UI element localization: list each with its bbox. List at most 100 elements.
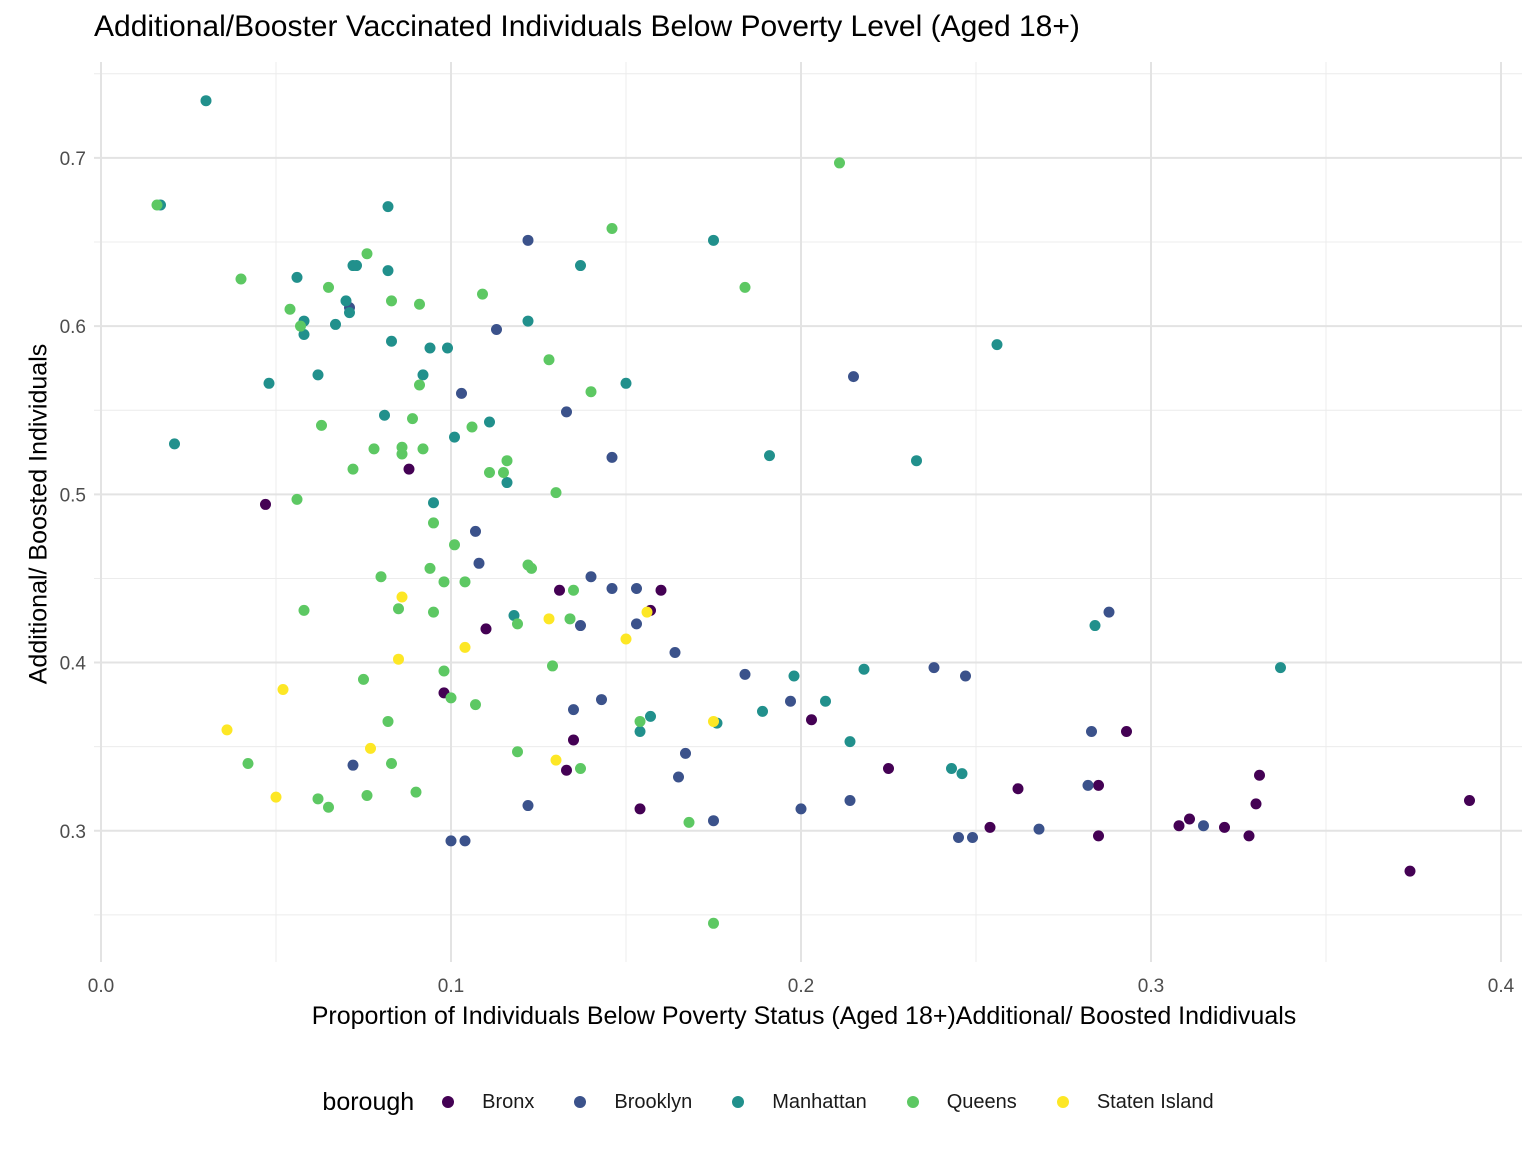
point-manhattan: [820, 695, 831, 707]
point-manhattan: [442, 342, 453, 354]
point-staten-island: [641, 606, 653, 618]
y-axis-label: Additional/ Boosted Individuals: [24, 343, 53, 685]
point-queens: [708, 917, 719, 929]
point-bronx: [1093, 779, 1104, 791]
point-manhattan: [575, 260, 586, 272]
point-bronx: [655, 584, 667, 596]
point-bronx: [1254, 769, 1265, 781]
grid-minor: [94, 62, 1522, 962]
point-manhattan: [263, 377, 275, 389]
point-queens: [501, 455, 513, 467]
point-queens: [498, 466, 509, 478]
point-bronx: [1121, 726, 1132, 738]
grid-major: [94, 62, 1522, 962]
point-manhattan: [844, 736, 856, 748]
point-manhattan: [501, 477, 513, 489]
point-queens: [368, 443, 380, 455]
data-points: [151, 95, 1475, 929]
y-tick-label: 0.5: [60, 485, 86, 506]
point-brooklyn: [470, 525, 481, 537]
point-queens: [414, 379, 425, 391]
legend-item-staten-island: Staten Island: [1056, 1091, 1214, 1114]
legend-label-brooklyn: Brooklyn: [614, 1090, 693, 1113]
point-queens: [550, 487, 562, 499]
point-brooklyn: [673, 771, 684, 783]
point-queens: [291, 493, 303, 505]
point-bronx: [634, 803, 646, 815]
point-staten-island: [543, 613, 555, 625]
point-manhattan: [634, 726, 646, 738]
point-manhattan: [484, 416, 495, 428]
point-staten-island: [393, 653, 404, 665]
point-bronx: [403, 463, 415, 475]
point-queens: [438, 576, 450, 588]
point-manhattan: [620, 377, 632, 389]
legend-swatch-manhattan: [732, 1096, 745, 1108]
point-staten-island: [708, 715, 719, 727]
y-tick-label: 0.4: [60, 654, 87, 675]
point-brooklyn: [445, 835, 457, 847]
point-manhattan: [417, 369, 429, 381]
legend-title: borough: [322, 1087, 415, 1116]
point-staten-island: [270, 791, 282, 803]
point-brooklyn: [708, 815, 719, 827]
point-manhattan: [424, 342, 436, 354]
point-manhattan: [312, 369, 324, 381]
point-bronx: [1219, 821, 1230, 833]
x-axis-label: Proportion of Individuals Below Poverty …: [311, 1002, 1297, 1030]
x-tick-label: 0.2: [788, 976, 814, 997]
point-bronx: [1404, 865, 1416, 877]
point-brooklyn: [680, 747, 691, 759]
point-queens: [361, 789, 373, 801]
point-manhattan: [200, 95, 212, 107]
point-staten-island: [221, 724, 233, 736]
legend-label-bronx: Bronx: [482, 1090, 535, 1113]
point-brooklyn: [596, 694, 607, 706]
y-tick-label: 0.3: [60, 822, 86, 843]
point-brooklyn: [795, 803, 807, 815]
point-brooklyn: [785, 695, 796, 707]
point-manhattan: [428, 497, 439, 509]
y-tick-label: 0.6: [60, 317, 86, 338]
point-queens: [470, 699, 481, 711]
point-manhattan: [645, 710, 656, 722]
point-bronx: [984, 821, 996, 833]
point-queens: [358, 673, 369, 685]
point-queens: [449, 539, 460, 551]
point-queens: [235, 273, 247, 285]
legend: borough Bronx Brooklyn Manhattan Queens …: [0, 1084, 1536, 1120]
point-brooklyn: [1103, 606, 1115, 618]
point-bronx: [1184, 813, 1195, 825]
point-queens: [407, 413, 418, 425]
point-queens: [438, 665, 450, 677]
point-manhattan: [379, 409, 390, 421]
legend-item-bronx: Bronx: [442, 1091, 534, 1114]
point-brooklyn: [631, 583, 642, 595]
legend-swatch-brooklyn: [574, 1096, 587, 1108]
point-bronx: [1464, 795, 1475, 807]
point-queens: [834, 157, 845, 169]
point-brooklyn: [568, 704, 579, 716]
x-tick-label: 0.3: [1138, 976, 1164, 997]
point-queens: [445, 692, 457, 704]
point-queens: [375, 571, 387, 583]
point-queens: [386, 295, 397, 307]
point-manhattan: [1089, 620, 1101, 632]
point-manhattan: [386, 335, 397, 347]
point-queens: [428, 517, 439, 529]
point-queens: [568, 584, 579, 596]
point-staten-island: [550, 754, 562, 766]
x-axis-ticks: 0.0 0.1 0.2 0.3 0.4: [88, 976, 1515, 997]
point-queens: [298, 604, 310, 616]
point-queens: [634, 715, 646, 727]
chart-title: Additional/Booster Vaccinated Individual…: [94, 10, 1080, 43]
point-brooklyn: [491, 323, 502, 335]
point-queens: [393, 603, 404, 615]
point-queens: [477, 288, 488, 300]
point-manhattan: [708, 234, 719, 246]
point-manhattan: [1275, 662, 1286, 674]
point-brooklyn: [848, 371, 859, 383]
point-brooklyn: [606, 583, 618, 595]
point-queens: [424, 562, 436, 574]
legend-swatch-queens: [906, 1096, 919, 1108]
